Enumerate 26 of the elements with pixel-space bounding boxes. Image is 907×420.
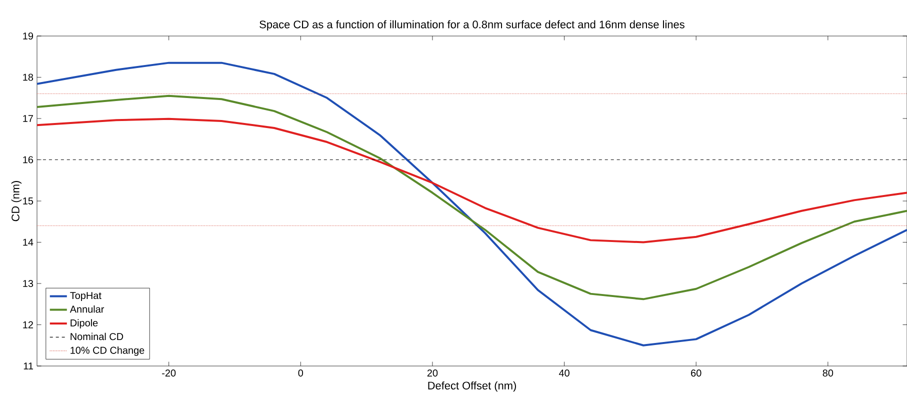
line-series [37,118,907,244]
y-tick-label: 18 [23,74,34,81]
y-tick-label: 19 [23,32,34,40]
x-tick-label: 60 [691,370,702,377]
y-tick-label: 16 [23,156,34,164]
line-series [37,94,907,300]
x-tick-label: 20 [427,370,438,377]
y-tick-label: 11 [24,362,33,370]
y-tick-label: 13 [23,280,34,288]
x-tick-label: 0 [298,370,304,377]
x-tick-label: 80 [822,370,834,377]
legend-label: TopHat [70,292,102,302]
line-series [37,62,907,346]
legend-label: Nominal CD [70,332,124,340]
chart-title: Space CD as a function of illumination for a 0.8nm surface defect and 16nm dense lines [260,20,684,30]
y-tick-label: 17 [23,115,33,122]
y-axis-title: CD (nm) [11,181,22,222]
y-tick-label: 14 [23,238,34,246]
legend-label: Dipole [70,319,98,328]
legend-label: 10% CD Change [70,346,144,356]
y-tick-label: 12 [23,321,33,328]
x-tick-label: 40 [558,370,570,377]
y-tick-label: 15 [23,198,34,204]
legend-label: Annular [70,305,104,313]
x-tick-label: -20 [162,370,176,377]
x-axis-title: Defect Offset (nm) [428,381,516,392]
